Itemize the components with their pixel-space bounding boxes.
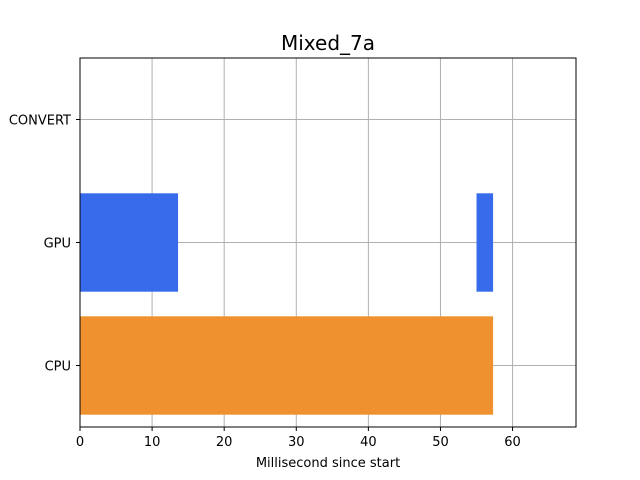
bar-gpu — [476, 193, 494, 292]
x-tick-label: 30 — [288, 435, 305, 450]
chart-title: Mixed_7a — [281, 31, 375, 55]
grid — [79, 58, 576, 427]
x-axis: 0 10 20 30 40 50 60 — [76, 427, 521, 450]
x-axis-label: Millisecond since start — [256, 456, 400, 471]
bar-cpu — [80, 316, 494, 415]
bars — [80, 193, 494, 415]
y-tick-label-convert: CONVERT — [9, 114, 71, 129]
x-tick-label: 20 — [216, 435, 233, 450]
bar-gpu — [80, 193, 179, 292]
y-tick-label-gpu: GPU — [44, 237, 71, 252]
x-tick-label: 40 — [360, 435, 377, 450]
x-tick-label: 60 — [504, 435, 521, 450]
y-tick-label-cpu: CPU — [45, 360, 71, 375]
x-tick-label: 10 — [144, 435, 161, 450]
x-tick-label: 50 — [432, 435, 449, 450]
y-axis: CPU GPU CONVERT — [9, 114, 80, 375]
x-tick-label: 0 — [76, 435, 84, 450]
